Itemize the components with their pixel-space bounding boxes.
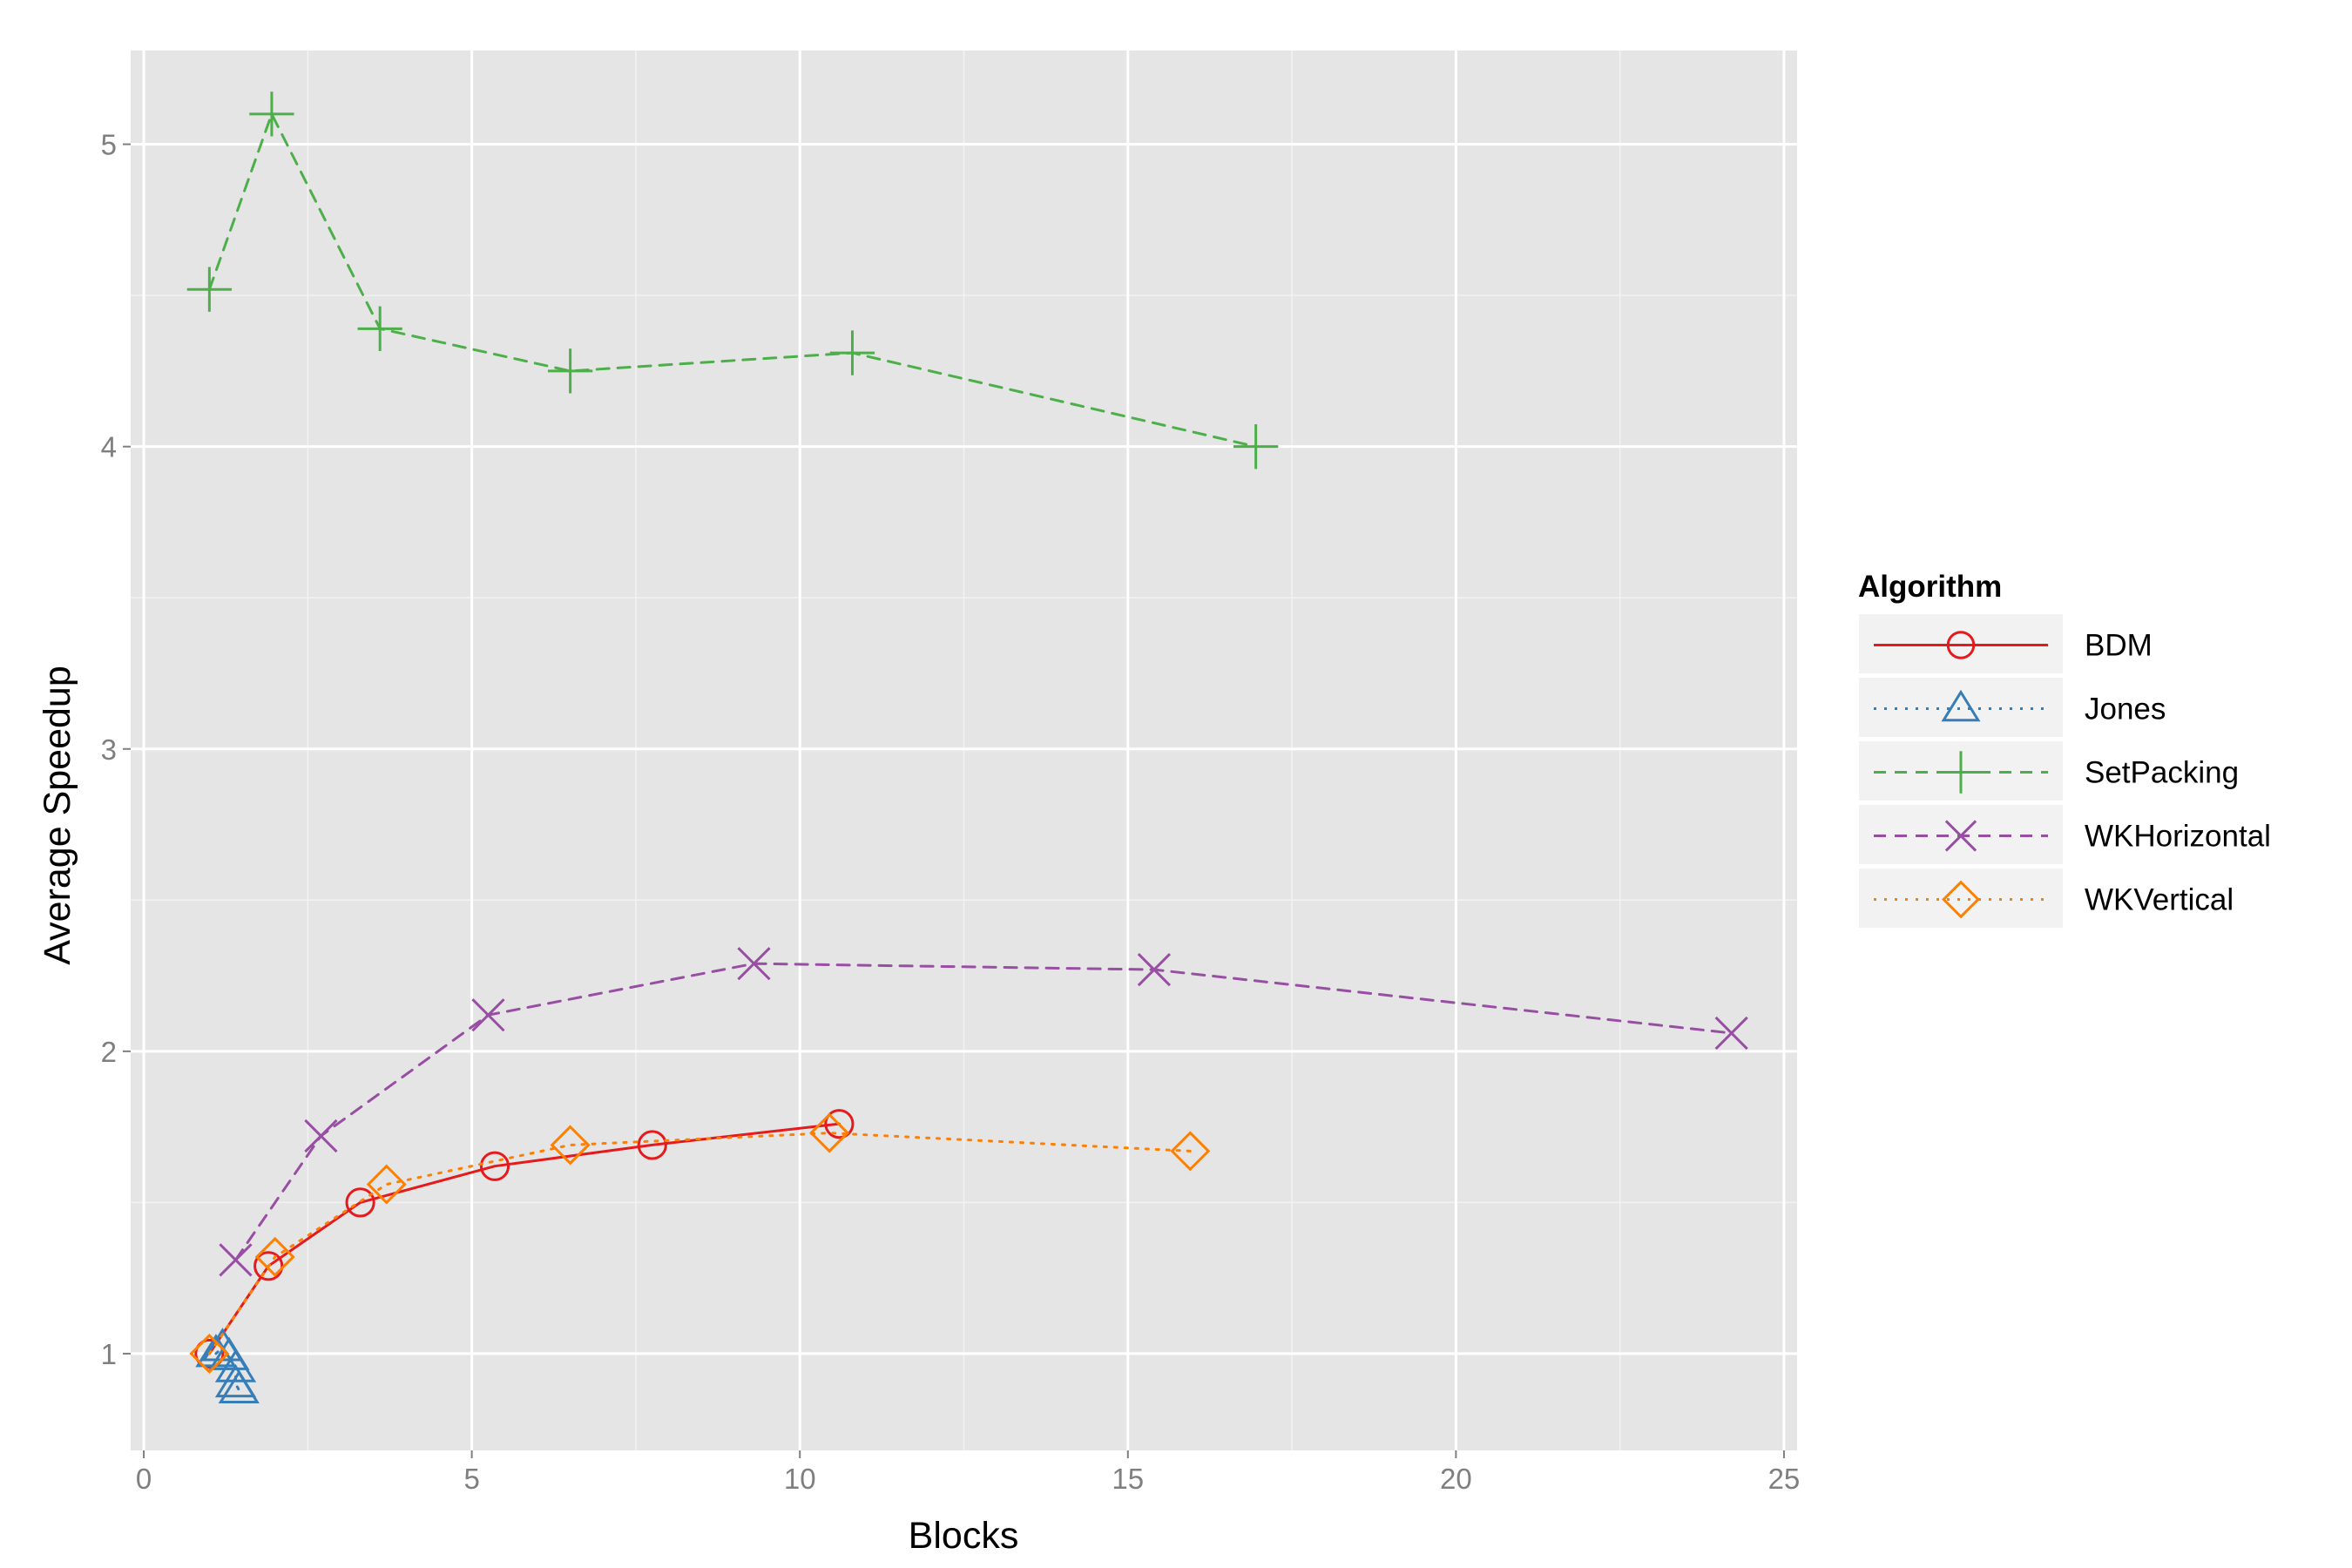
legend-item-jones: Jones [1857, 676, 2166, 739]
grid-major [131, 51, 1797, 1450]
y-axis-title: Average Speedup [37, 666, 78, 965]
series-point [737, 947, 771, 981]
series-point [357, 306, 402, 351]
series-point [253, 1251, 284, 1281]
series-point [550, 1125, 591, 1166]
legend-item-setpacking: SetPacking [1857, 740, 2239, 802]
series-point [479, 1151, 510, 1181]
x-axis-title: Blocks [909, 1515, 1019, 1557]
series-point [304, 1119, 338, 1153]
x-axis: 0 5 10 15 20 25 [136, 1450, 1800, 1495]
series-bdm [194, 1109, 855, 1369]
legend-key [1857, 676, 2065, 739]
legend-label: WKHorizontal [2085, 820, 2271, 854]
y-tick-label: 3 [101, 733, 117, 766]
legend-label: SetPacking [2085, 756, 2239, 790]
series-point [249, 91, 294, 137]
legend-label: Jones [2085, 693, 2166, 727]
legend-label: WKVertical [2085, 883, 2234, 917]
series-wkhorizontal [219, 947, 1748, 1277]
legend: Algorithm BDM Jones SetPacking WKHorizontal… [1857, 570, 2271, 929]
y-tick-label: 1 [101, 1338, 117, 1370]
series-point [1233, 424, 1279, 470]
legend-item-wkhorizontal: WKHorizontal [1857, 803, 2271, 866]
y-tick-label: 5 [101, 129, 117, 161]
series-point [1170, 1131, 1211, 1172]
series-point [829, 330, 875, 375]
grid-minor [131, 51, 1797, 1450]
series-point [189, 1333, 230, 1374]
legend-item-bdm: BDM [1857, 612, 2153, 675]
series-point [809, 1112, 850, 1153]
series-point [1941, 689, 1981, 722]
x-tick-label: 5 [463, 1463, 479, 1495]
series-point [254, 1236, 295, 1277]
series-layer [186, 91, 1748, 1404]
series-point [1946, 631, 1976, 659]
series-line [207, 1132, 1192, 1355]
series-point [1942, 880, 1980, 919]
series-setpacking [186, 91, 1279, 470]
series-line [234, 962, 1734, 1261]
series-point [366, 1164, 407, 1205]
series-point [547, 348, 593, 394]
series-line [207, 1122, 841, 1355]
series-point [186, 267, 233, 312]
legend-label: BDM [2085, 629, 2153, 663]
x-tick-label: 20 [1440, 1463, 1472, 1495]
series-point [471, 998, 505, 1032]
series-point [214, 1348, 257, 1382]
legend-item-wkvertical: WKVertical [1857, 867, 2234, 929]
series-point [1944, 820, 1977, 852]
series-point [218, 1369, 260, 1404]
series-point [637, 1130, 667, 1160]
series-point [219, 1243, 253, 1277]
series-point [345, 1187, 375, 1218]
x-tick-label: 10 [784, 1463, 816, 1495]
legend-title: Algorithm [1858, 570, 2002, 604]
series-point [1939, 751, 1983, 794]
y-axis: 1 2 3 4 5 [101, 129, 131, 1370]
series-line [207, 112, 1258, 449]
x-tick-label: 0 [136, 1463, 152, 1495]
series-point [194, 1338, 225, 1369]
y-tick-label: 4 [101, 431, 117, 463]
series-point [824, 1109, 855, 1139]
series-wkvertical [189, 1112, 1211, 1374]
x-tick-label: 25 [1768, 1463, 1801, 1495]
x-tick-label: 15 [1112, 1463, 1144, 1495]
series-point [1714, 1016, 1748, 1051]
y-tick-label: 2 [101, 1036, 117, 1068]
series-point [1137, 953, 1172, 987]
